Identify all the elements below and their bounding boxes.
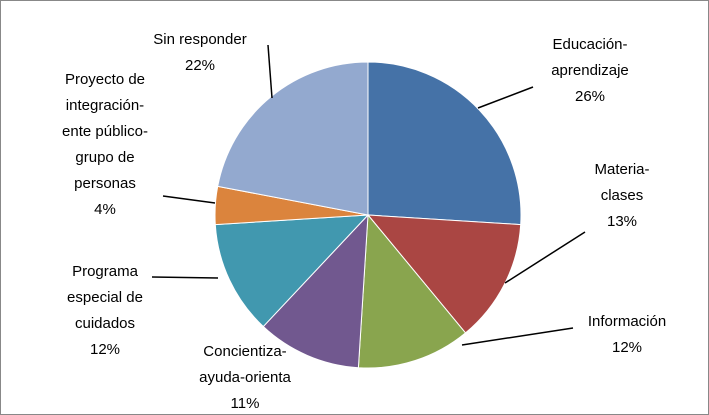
category-label: Materia- clases (594, 161, 650, 204)
pie-slice (366, 214, 522, 334)
value-label: 4% (94, 201, 116, 218)
slice-label: Información 12% (588, 309, 666, 361)
category-label: Educación- aprendizaje (551, 36, 629, 79)
value-label: 22% (184, 57, 216, 74)
value-label: 12% (89, 341, 121, 358)
category-label: Concientiza- ayuda-orienta (199, 343, 291, 386)
leader-line (267, 44, 273, 99)
value-label: 12% (611, 339, 643, 356)
category-label: Programa especial de cuidados (67, 263, 143, 332)
value-label: 11% (230, 395, 260, 412)
slice-label: Materia- clases 13% (594, 157, 649, 235)
leader-line (504, 231, 586, 284)
slice-label: Programa especial de cuidados 12% (67, 259, 143, 363)
category-label: Sin responder (153, 31, 247, 48)
value-label: 26% (574, 88, 606, 105)
value-label: 13% (606, 213, 638, 230)
pie-slice (214, 214, 370, 328)
slice-label: Concientiza- ayuda-orienta 11% (199, 339, 291, 415)
slice-label: Proyecto de integración- ente público- g… (62, 67, 148, 223)
pie-slice (217, 61, 369, 216)
category-label: Proyecto de integración- ente público- g… (62, 71, 148, 192)
slice-label: Sin responder 22% (153, 27, 246, 79)
leader-line (461, 327, 574, 346)
pie-slice (262, 213, 369, 369)
leader-line (151, 276, 219, 279)
category-label: Información (587, 313, 667, 330)
pie-slice (357, 213, 467, 369)
pie-slice (367, 61, 522, 226)
leader-line (162, 195, 216, 204)
slice-label: Educación- aprendizaje 26% (551, 32, 629, 110)
leader-line (477, 86, 534, 109)
